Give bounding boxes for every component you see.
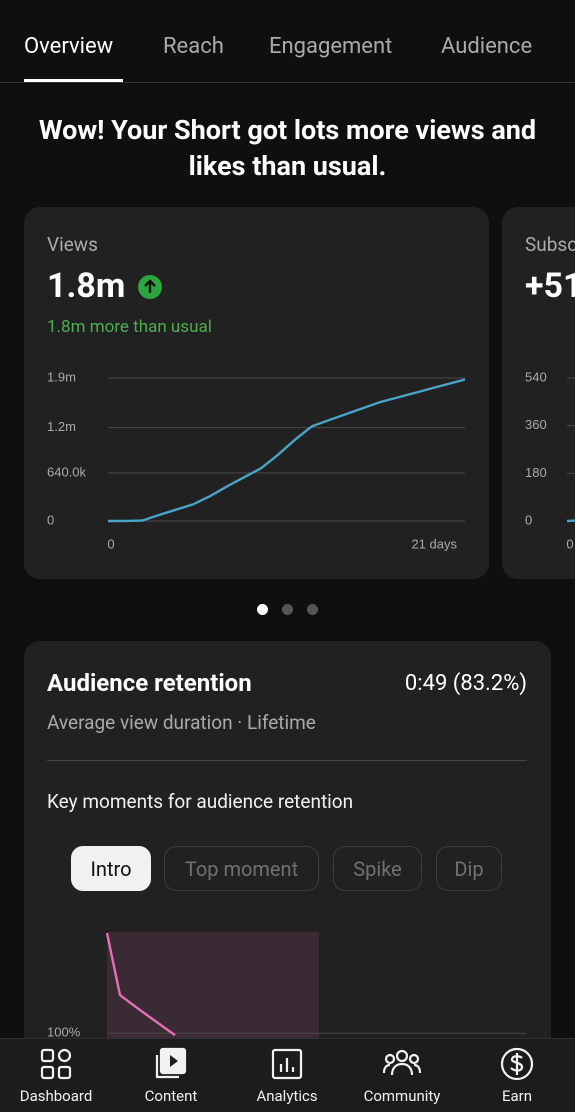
y-tick-label: 1.2m: [47, 419, 76, 434]
pager-dot[interactable]: [282, 604, 293, 615]
chip[interactable]: Dip: [436, 846, 502, 891]
divider: [0, 82, 575, 83]
x-tick-label: 0: [566, 536, 573, 551]
nav-label[interactable]: Analytics: [256, 1087, 318, 1105]
bottom-nav: Dashboard Content Analytics Community Ea…: [0, 1038, 575, 1112]
y-tick-label: 0: [47, 512, 54, 527]
card-value: 1.8m: [47, 266, 126, 306]
tab[interactable]: Audience: [441, 34, 533, 59]
dashboard-icon: [40, 1048, 72, 1080]
chip[interactable]: Top moment: [164, 846, 319, 891]
card-value: +51: [525, 266, 575, 306]
tab[interactable]: Overview: [24, 34, 114, 59]
nav-icons: [40, 1047, 534, 1081]
subtitle: Average view duration · Lifetime: [47, 711, 316, 734]
x-tick-label: 0: [107, 536, 114, 551]
tab[interactable]: Engagement: [269, 34, 393, 59]
divider: [47, 760, 527, 761]
pager-dot[interactable]: [307, 604, 318, 615]
subscribers-card[interactable]: [502, 207, 575, 579]
card-note: 1.8m more than usual: [47, 317, 212, 337]
earn-icon: [500, 1047, 534, 1081]
y-tick-label: 360: [525, 417, 547, 432]
card-title: Subscribers: [525, 233, 575, 256]
nav-label[interactable]: Community: [363, 1087, 441, 1105]
chip[interactable]: Intro: [71, 846, 151, 891]
y-tick-label: 1.9m: [47, 369, 76, 384]
analytics-icon: [271, 1048, 303, 1080]
y-tick-label: 180: [525, 465, 547, 480]
nav-label[interactable]: Dashboard: [19, 1087, 93, 1105]
tab[interactable]: Reach: [163, 34, 224, 59]
card-title: Views: [47, 233, 98, 256]
chart-group: 100%: [47, 932, 527, 1040]
community-icon: [382, 1049, 422, 1076]
line: [566, 519, 575, 523]
retention-value: 0:49 (83.2%): [404, 671, 527, 696]
section-title: Audience retention: [47, 669, 252, 697]
tab-indicator: [24, 79, 123, 82]
y-tick-label: 540: [525, 369, 547, 384]
nav-label[interactable]: Earn: [501, 1087, 533, 1105]
headline: Wow! Your Short got lots more views and …: [38, 114, 537, 182]
pager-dot[interactable]: [257, 604, 268, 615]
y-tick-label: 640.0k: [47, 464, 87, 479]
nav-label[interactable]: Content: [144, 1087, 198, 1105]
chip[interactable]: Spike: [333, 846, 422, 891]
key-moments-title: Key moments for audience retention: [47, 790, 354, 813]
up-icon: [138, 275, 162, 299]
line: [108, 378, 466, 523]
line: [105, 932, 176, 1037]
y-tick-label: 0: [525, 512, 532, 527]
x-tick-label: 21 days: [411, 536, 457, 551]
content-icon: [155, 1047, 187, 1079]
y-tick-label: 100%: [47, 1025, 81, 1040]
